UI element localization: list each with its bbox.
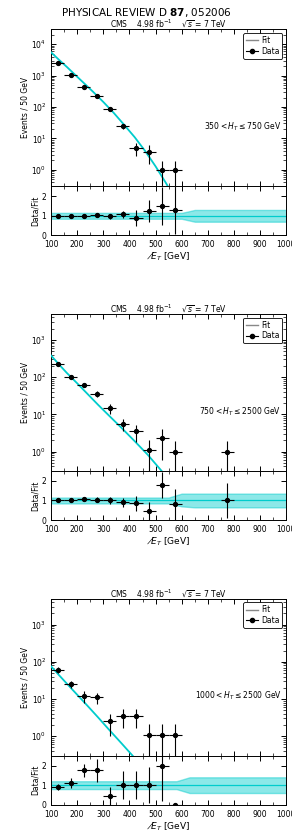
- X-axis label: $\not\!\!E_{T}$ [GeV]: $\not\!\!E_{T}$ [GeV]: [147, 820, 190, 832]
- Text: $350 < H_{T} \leq 750$ GeV: $350 < H_{T} \leq 750$ GeV: [204, 120, 281, 133]
- Title: CMS    4.98 fb$^{-1}$    $\sqrt{s}$ = 7 TeV: CMS 4.98 fb$^{-1}$ $\sqrt{s}$ = 7 TeV: [110, 586, 227, 599]
- Y-axis label: Data/Fit: Data/Fit: [31, 765, 40, 796]
- Y-axis label: Data/Fit: Data/Fit: [31, 480, 40, 510]
- Title: CMS    4.98 fb$^{-1}$    $\sqrt{s}$ = 7 TeV: CMS 4.98 fb$^{-1}$ $\sqrt{s}$ = 7 TeV: [110, 302, 227, 314]
- Legend: Fit, Data: Fit, Data: [243, 318, 282, 344]
- X-axis label: $\not\!\!E_{T}$ [GeV]: $\not\!\!E_{T}$ [GeV]: [147, 535, 190, 548]
- Title: CMS    4.98 fb$^{-1}$    $\sqrt{s}$ = 7 TeV: CMS 4.98 fb$^{-1}$ $\sqrt{s}$ = 7 TeV: [110, 18, 227, 29]
- Text: $1000 < H_{T} \leq 2500$ GeV: $1000 < H_{T} \leq 2500$ GeV: [194, 690, 281, 702]
- Y-axis label: Events / 50 GeV: Events / 50 GeV: [21, 362, 30, 423]
- Y-axis label: Events / 50 GeV: Events / 50 GeV: [21, 646, 30, 708]
- Text: $750 < H_{T} \leq 2500$ GeV: $750 < H_{T} \leq 2500$ GeV: [199, 405, 281, 418]
- Y-axis label: Data/Fit: Data/Fit: [31, 196, 40, 226]
- Legend: Fit, Data: Fit, Data: [243, 602, 282, 628]
- X-axis label: $\not\!\!E_{T}$ [GeV]: $\not\!\!E_{T}$ [GeV]: [147, 251, 190, 264]
- Y-axis label: Events / 50 GeV: Events / 50 GeV: [21, 78, 30, 138]
- Legend: Fit, Data: Fit, Data: [243, 33, 282, 58]
- Text: PHYSICAL REVIEW D $\mathbf{87}$, 052006: PHYSICAL REVIEW D $\mathbf{87}$, 052006: [61, 6, 231, 19]
